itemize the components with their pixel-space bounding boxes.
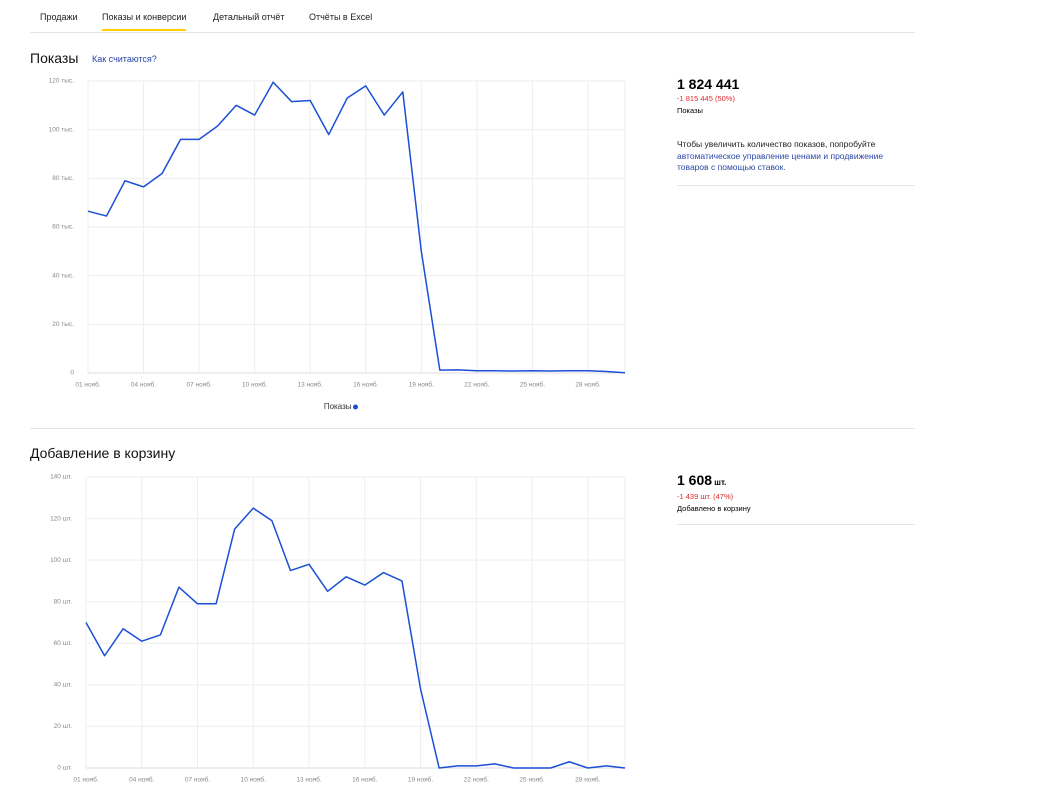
x-tick-label: 04 нояб. xyxy=(131,381,156,389)
summary-label: Добавлено в корзину xyxy=(677,504,751,513)
x-tick-label: 10 нояб. xyxy=(241,776,266,784)
y-tick-label: 120 тыс. xyxy=(49,78,75,85)
x-tick-label: 22 нояб. xyxy=(464,776,489,784)
divider xyxy=(677,185,915,186)
hint: Чтобы увеличить количество показов, попр… xyxy=(677,139,917,174)
divider xyxy=(30,428,915,429)
tab[interactable]: Детальный отчёт xyxy=(213,12,285,22)
y-tick-label: 80 шт. xyxy=(54,598,73,605)
section-title: Добавление в корзину xyxy=(30,445,176,461)
tab[interactable]: Продажи xyxy=(40,12,78,22)
x-tick-label: 19 нояб. xyxy=(409,381,434,389)
hint-text: Чтобы увеличить количество показов, попр… xyxy=(677,139,876,149)
y-tick-label: 20 тыс. xyxy=(52,321,74,328)
y-tick-label: 20 шт. xyxy=(54,723,73,730)
tab[interactable]: Отчёты в Excel xyxy=(309,12,373,22)
summary: 1 824 441 -1 815 445 (50%) Показы Чтобы … xyxy=(677,76,917,174)
x-tick-label: 19 нояб. xyxy=(408,776,433,784)
x-tick-label: 04 нояб. xyxy=(129,776,154,784)
legend-marker xyxy=(353,404,358,410)
x-tick-label: 28 нояб. xyxy=(575,381,600,389)
summary-value: 1 824 441 xyxy=(677,76,740,92)
series-line xyxy=(85,507,626,769)
y-tick-label: 100 шт. xyxy=(50,557,72,564)
x-tick-label: 25 нояб. xyxy=(519,776,544,784)
x-tick-label: 16 нояб. xyxy=(353,381,378,389)
y-tick-label: 80 тыс. xyxy=(52,175,74,182)
series-line xyxy=(87,81,626,374)
y-tick-label: 120 шт. xyxy=(50,515,72,522)
help-link[interactable]: Как считаются? xyxy=(92,54,157,64)
summary: 1 608 шт. -1 439 шт. (47%) Добавлено в к… xyxy=(677,472,751,513)
x-tick-label: 07 нояб. xyxy=(185,776,210,784)
x-tick-label: 25 нояб. xyxy=(520,381,545,389)
tab-active[interactable]: Показы и конверсии xyxy=(102,12,187,31)
x-tick-label: 10 нояб. xyxy=(242,381,267,389)
summary-change: -1 815 445 (50%) xyxy=(677,94,735,103)
x-tick-label: 13 нояб. xyxy=(296,776,321,784)
x-tick-label: 13 нояб. xyxy=(298,381,323,389)
y-tick-label: 140 шт. xyxy=(50,474,72,481)
summary-label: Показы xyxy=(677,106,703,115)
y-tick-label: 40 тыс. xyxy=(52,272,74,279)
y-tick-label: 40 шт. xyxy=(54,682,73,689)
section-title: Показы xyxy=(30,50,79,66)
hint-link[interactable]: автоматическое управление ценами и продв… xyxy=(677,150,884,173)
legend-label: Показы xyxy=(324,402,352,411)
divider xyxy=(677,524,915,525)
summary-unit: шт. xyxy=(714,478,727,487)
x-tick-label: 22 нояб. xyxy=(464,381,489,389)
x-tick-label: 07 нояб. xyxy=(186,381,211,389)
y-tick-label: 0 шт. xyxy=(57,765,72,772)
x-tick-label: 01 нояб. xyxy=(75,381,100,389)
summary-value: 1 608 xyxy=(677,472,713,488)
x-tick-label: 16 нояб. xyxy=(352,776,377,784)
y-tick-label: 60 тыс. xyxy=(52,224,74,231)
y-tick-label: 0 xyxy=(70,370,74,377)
x-tick-label: 28 нояб. xyxy=(575,776,600,784)
divider xyxy=(30,32,915,33)
y-tick-label: 100 тыс. xyxy=(49,126,75,133)
x-tick-label: 01 нояб. xyxy=(73,776,98,784)
y-tick-label: 60 шт. xyxy=(54,640,73,647)
summary-change: -1 439 шт. (47%) xyxy=(677,492,734,501)
